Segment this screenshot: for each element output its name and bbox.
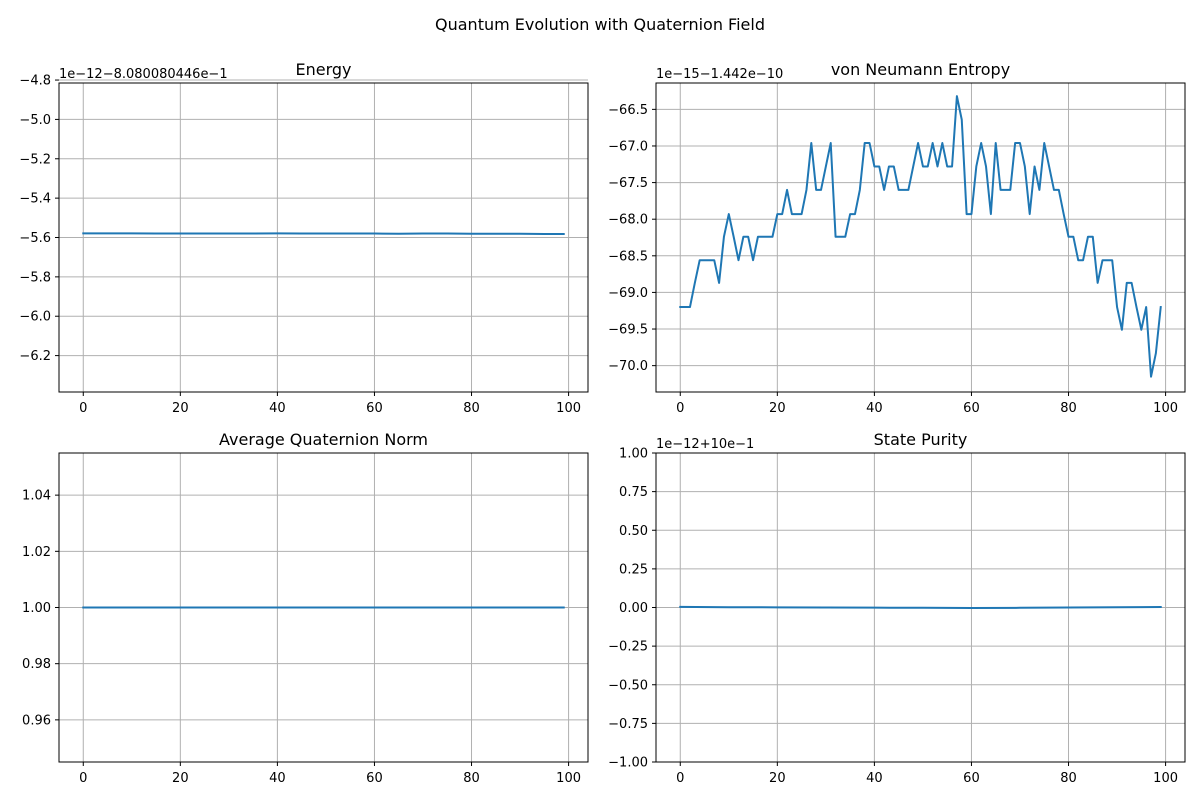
y-tick-label: −0.75 (608, 717, 648, 732)
series-line (82, 232, 565, 235)
x-tick-label: 80 (463, 401, 480, 416)
y-tick-label: 1.00 (619, 447, 648, 462)
plot-frame (655, 452, 1186, 763)
subplot-grid: 0 20 40 60 80 100 −6.2 −6.0 −5.8 −5.6 −5.4 −5.2 −5.0… (19, 60, 1186, 786)
y-tick-label: −0.50 (608, 678, 648, 693)
x-tick-label: 100 (556, 401, 581, 416)
y-tick-label: −5.4 (19, 192, 51, 207)
x-tick-label: 80 (1060, 401, 1077, 416)
series-line (679, 605, 1162, 609)
x-tick-label: 20 (172, 401, 189, 416)
y-tick-label: 0.98 (22, 657, 51, 672)
subplot-title: von Neumann Entropy (831, 60, 1010, 79)
y-tick-label: 1.04 (22, 489, 51, 504)
y-tick-label: 1.00 (22, 601, 51, 616)
x-tick-label: 60 (963, 401, 980, 416)
x-tick-label: 80 (1060, 771, 1077, 786)
x-tick-label: 20 (769, 771, 786, 786)
y-tick-label: −0.25 (608, 640, 648, 655)
plot-frame (58, 452, 589, 763)
y-tick-label: −69.0 (608, 286, 648, 301)
y-tick-label: −69.5 (608, 323, 648, 338)
x-tick-label: 40 (269, 771, 286, 786)
y-tick-label: −5.0 (19, 113, 51, 128)
y-tick-label: −5.2 (19, 152, 51, 167)
subplot-title: Energy (295, 60, 351, 79)
y-tick-label: −66.5 (608, 103, 648, 118)
y-tick-label: −67.0 (608, 139, 648, 154)
y-tick-label: −1.00 (608, 756, 648, 771)
y-tick-label: −4.8 (19, 74, 51, 89)
x-tick-label: 20 (769, 401, 786, 416)
subplot-title: Average Quaternion Norm (219, 430, 428, 449)
subplot-2: 0 20 40 60 80 100 −70.0 −69.5 −69.0 −68.5 −68.0 −67… (608, 60, 1186, 416)
x-tick-label: 20 (172, 771, 189, 786)
y-tick-label: −67.5 (608, 176, 648, 191)
x-tick-label: 80 (463, 771, 480, 786)
x-tick-label: 100 (1153, 771, 1178, 786)
y-tick-label: −5.8 (19, 270, 51, 285)
x-tick-label: 60 (366, 401, 383, 416)
y-tick-label: 1.02 (22, 545, 51, 560)
y-offset-label: 1e−15−1.442e−10 (656, 67, 783, 82)
x-tick-label: 60 (366, 771, 383, 786)
x-tick-label: 40 (269, 401, 286, 416)
plot-frame (655, 82, 1186, 393)
x-tick-label: 100 (556, 771, 581, 786)
y-tick-label: 0.75 (619, 485, 648, 500)
y-tick-label: −6.2 (19, 349, 51, 364)
y-tick-label: −5.6 (19, 231, 51, 246)
y-tick-label: −68.0 (608, 213, 648, 228)
y-tick-label: −6.0 (19, 310, 51, 325)
y-tick-label: 0.00 (619, 601, 648, 616)
x-tick-label: 40 (866, 401, 883, 416)
y-offset-label: 1e−12+10e−1 (656, 437, 754, 452)
x-tick-label: 60 (963, 771, 980, 786)
series-line (679, 95, 1162, 378)
x-tick-label: 40 (866, 771, 883, 786)
y-tick-label: 0.96 (22, 713, 51, 728)
x-tick-label: 0 (79, 401, 87, 416)
x-tick-label: 0 (79, 771, 87, 786)
x-tick-label: 0 (676, 771, 684, 786)
subplot-3: 0 20 40 60 80 100 0.96 0.98 1.00 1.02 1.04 Average … (22, 430, 589, 786)
plot-frame (58, 82, 589, 393)
y-tick-label: 0.50 (619, 524, 648, 539)
x-tick-label: 100 (1153, 401, 1178, 416)
x-tick-label: 0 (676, 401, 684, 416)
y-offset-label: 1e−12−8.080080446e−1 (59, 67, 228, 82)
y-tick-label: −68.5 (608, 249, 648, 264)
y-tick-label: 0.25 (619, 562, 648, 577)
y-tick-label: −70.0 (608, 359, 648, 374)
subplot-1: 0 20 40 60 80 100 −6.2 −6.0 −5.8 −5.6 −5.4 −5.2 −5.0… (19, 60, 589, 416)
figure-title: Quantum Evolution with Quaternion Field (435, 15, 765, 34)
subplot-4: 0 20 40 60 80 100 −1.00 −0.75 −0.50 −0.25 0.00 0.25… (608, 430, 1186, 786)
subplot-title: State Purity (874, 430, 968, 449)
